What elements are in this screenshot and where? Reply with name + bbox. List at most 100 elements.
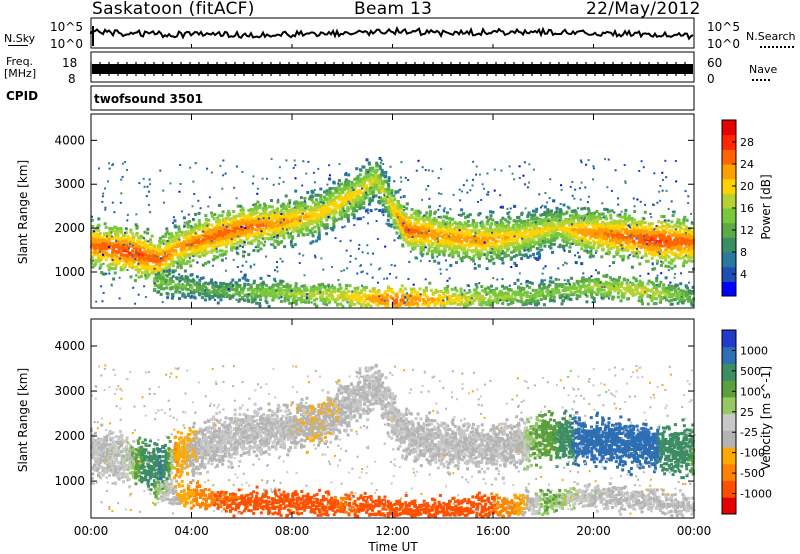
power-cell [549, 246, 553, 250]
power-cell [552, 242, 556, 246]
power-cell [371, 173, 375, 177]
power-cell [463, 249, 467, 252]
power-cell [274, 233, 278, 237]
power-cell [384, 194, 387, 198]
power-cell [468, 236, 472, 240]
power-cell [141, 256, 144, 260]
power-cell [532, 225, 536, 229]
power-cell [466, 235, 470, 239]
power-cell [389, 216, 393, 220]
power-cell [270, 205, 274, 209]
power-cell [119, 253, 123, 257]
power-cell [414, 256, 418, 260]
power-cell [96, 235, 99, 239]
power-cell [401, 230, 405, 233]
power-cell [347, 182, 350, 186]
power-cell [349, 203, 353, 206]
power-cell [236, 223, 239, 227]
power-cell [368, 196, 372, 200]
power-cell [374, 179, 377, 183]
power-cell [483, 238, 487, 242]
power-cell [459, 222, 463, 225]
power-cell [227, 225, 231, 229]
power-cell [308, 197, 311, 201]
power-cell [326, 203, 330, 207]
power-cell [377, 200, 381, 204]
power-cell [346, 197, 350, 201]
power-cell [314, 217, 318, 221]
power-cell [316, 223, 320, 227]
power-cell [170, 247, 174, 250]
power-cell [500, 247, 504, 251]
power-cell [126, 254, 130, 258]
power-cell [350, 212, 354, 216]
power-cell [299, 215, 302, 219]
power-cell [465, 232, 469, 235]
power-cell [401, 223, 405, 227]
power-cell [448, 237, 452, 241]
power-cell [99, 248, 103, 251]
power-cell [191, 259, 195, 262]
power-cell [332, 222, 336, 226]
power-cell [271, 227, 275, 231]
power-cell [382, 208, 386, 212]
power-cell [383, 190, 387, 194]
power-cell [371, 190, 375, 194]
power-cell [460, 228, 464, 232]
power-cell [307, 222, 311, 226]
power-cell [394, 221, 398, 225]
power-cell [189, 245, 192, 249]
power-cell [462, 212, 466, 216]
power-cell [188, 254, 192, 258]
power-cell [149, 252, 153, 256]
power-cell [595, 219, 599, 223]
power-cell [282, 234, 286, 238]
power-cell [319, 196, 323, 200]
power-cell [370, 187, 374, 191]
power-cell [387, 207, 391, 211]
power-cell [448, 242, 452, 246]
power-cell [232, 242, 236, 246]
power-cell [439, 228, 443, 232]
power-cell [540, 231, 544, 235]
power-cell [463, 233, 467, 237]
power-cell [526, 213, 530, 217]
power-cell [114, 250, 118, 253]
power-cell [405, 223, 409, 227]
power-cell [383, 196, 387, 200]
power-cell [399, 231, 403, 234]
power-cell [508, 238, 512, 242]
power-cell [305, 228, 308, 232]
power-cell [270, 218, 274, 222]
power-cell [551, 250, 554, 254]
power-cell [246, 219, 250, 222]
power-cell [371, 178, 375, 182]
power-cell [405, 216, 409, 220]
power-cell [122, 267, 126, 271]
power-cell [192, 239, 196, 243]
power-cell [164, 235, 168, 238]
power-cell [188, 260, 192, 264]
power-cell [460, 231, 464, 235]
power-cell [296, 229, 300, 233]
power-cell [104, 258, 108, 262]
power-cell [104, 225, 108, 229]
power-cell [448, 245, 451, 249]
power-cell [311, 214, 315, 218]
power-cell [241, 227, 245, 231]
power-cell [341, 190, 344, 194]
power-cell [180, 245, 184, 249]
power-cell [189, 234, 193, 238]
power-cell [451, 255, 455, 259]
power-cell [269, 220, 273, 224]
power-cell [577, 214, 580, 218]
power-cell [273, 245, 277, 249]
power-cell [401, 218, 405, 222]
power-cell [129, 228, 133, 232]
power-cell [143, 249, 147, 253]
power-cell [313, 214, 317, 218]
power-cell [152, 266, 156, 270]
power-cell [597, 237, 601, 241]
power-cell [216, 238, 220, 242]
power-cell [462, 244, 466, 248]
